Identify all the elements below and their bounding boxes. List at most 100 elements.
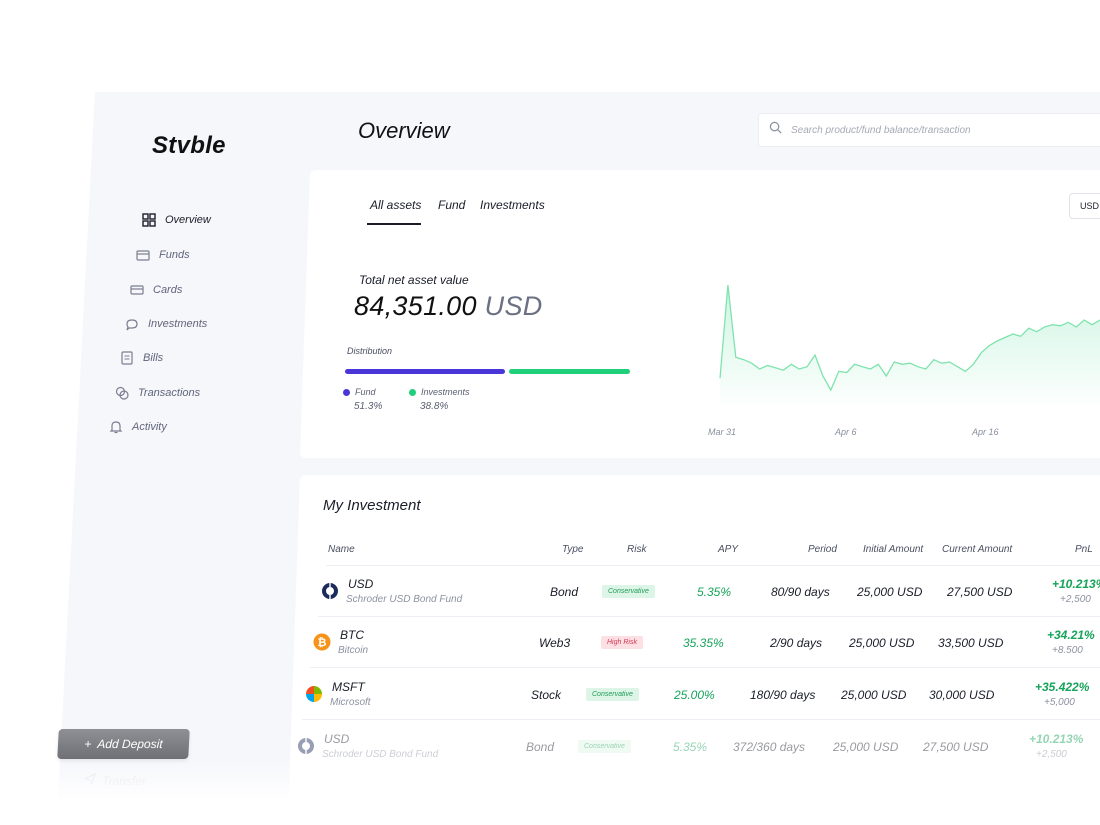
sidebar-item-funds[interactable]: Funds [136, 248, 190, 262]
microsoft-icon [305, 685, 323, 703]
row-pnl-amount: +2,500 [1060, 594, 1091, 605]
row-period: 372/360 days [733, 740, 806, 754]
bill-icon [120, 351, 134, 365]
sidebar-item-investments[interactable]: Investments [125, 317, 207, 331]
row-pnl-amount: +5,000 [1044, 697, 1075, 708]
coins-icon [115, 386, 129, 400]
add-deposit-button[interactable]: + Add Deposit [57, 729, 190, 759]
svg-text:₿: ₿ [318, 636, 327, 649]
row-pnl: +34.21% [1047, 628, 1095, 642]
tab-investments[interactable]: Investments [480, 198, 545, 212]
bell-icon [109, 420, 123, 434]
row-name: USD [348, 577, 374, 591]
sidebar-item-label: Funds [159, 249, 190, 261]
send-icon [83, 772, 97, 788]
sidebar-item-overview[interactable]: Overview [142, 213, 211, 227]
sidebar-item-label: Investments [148, 318, 208, 330]
currency-select[interactable]: USD [1069, 193, 1100, 219]
column-header-current: Current Amount [942, 544, 1013, 555]
row-pnl-amount: +2,500 [1036, 749, 1067, 760]
row-type: Web3 [539, 636, 571, 650]
x-tick-apr-6: Apr 6 [834, 427, 857, 437]
column-header-name: Name [328, 544, 355, 555]
row-pnl: +10.213% [1052, 577, 1100, 591]
legend-fund-name: Fund [355, 387, 376, 397]
active-tab-indicator [367, 223, 421, 225]
row-name: BTC [340, 628, 364, 642]
column-header-period: Period [808, 544, 837, 555]
risk-badge: Conservative [578, 740, 631, 753]
search-input[interactable] [791, 124, 1091, 136]
row-divider [302, 719, 1100, 720]
row-type: Bond [526, 740, 555, 754]
plus-icon: + [83, 737, 92, 751]
net-asset-value: 84,351.00 USD [354, 291, 543, 322]
row-apy: 5.35% [673, 740, 708, 754]
legend-dot-fund [343, 389, 350, 396]
investment-card [287, 475, 1100, 825]
card-icon [130, 283, 144, 297]
tab-all-assets[interactable]: All assets [370, 198, 422, 212]
column-header-initial: Initial Amount [863, 544, 924, 555]
row-current: 27,500 USD [923, 740, 989, 754]
distribution-label: Distribution [347, 346, 393, 356]
distribution-bar-fund [345, 369, 505, 374]
add-deposit-label: Add Deposit [96, 737, 164, 751]
brand-logo: Stvble [152, 132, 226, 159]
legend-fund-percent: 51.3% [354, 401, 383, 412]
risk-badge: Conservative [602, 585, 655, 598]
wallet-icon [136, 248, 150, 262]
row-apy: 25.00% [674, 688, 715, 702]
row-period: 80/90 days [771, 585, 830, 599]
tab-fund[interactable]: Fund [438, 198, 466, 212]
row-period: 2/90 days [770, 636, 823, 650]
legend-investments-percent: 38.8% [420, 401, 449, 412]
row-initial: 25,000 USD [833, 740, 899, 754]
legend-investments: Investments 38.8% [409, 387, 470, 412]
row-divider [310, 667, 1100, 668]
row-type: Stock [531, 688, 562, 702]
column-header-pnl: PnL [1075, 544, 1093, 555]
sidebar-item-label: Transactions [138, 387, 201, 399]
transfer-label: Transfer [102, 773, 146, 788]
row-subtitle: Bitcoin [338, 645, 369, 656]
net-asset-label: Total net asset value [359, 273, 469, 287]
row-apy: 35.35% [683, 636, 724, 650]
usd-fund-icon [321, 582, 339, 600]
row-initial: 25,000 USD [841, 688, 907, 702]
search-bar[interactable] [758, 113, 1100, 147]
row-initial: 25,000 USD [849, 636, 915, 650]
sidebar-item-bills[interactable]: Bills [120, 351, 163, 365]
legend-fund: Fund 51.3% [343, 387, 382, 412]
usd-fund-icon [297, 737, 315, 755]
row-initial: 25,000 USD [857, 585, 923, 599]
row-pnl-amount: +8.500 [1052, 645, 1083, 656]
sidebar-item-label: Cards [153, 284, 183, 296]
transfer-button[interactable]: Transfer [83, 772, 146, 788]
row-apy: 5.35% [697, 585, 732, 599]
risk-badge: High Risk [601, 636, 643, 649]
x-tick-apr-16: Apr 16 [971, 427, 999, 437]
legend-dot-investments [409, 389, 416, 396]
row-subtitle: Schroder USD Bond Fund [322, 749, 439, 760]
row-subtitle: Schroder USD Bond Fund [346, 594, 463, 605]
net-asset-unit: USD [484, 291, 543, 321]
sidebar-item-activity[interactable]: Activity [109, 420, 167, 434]
page-title: Overview [358, 118, 450, 143]
sidebar-item-label: Activity [132, 421, 167, 433]
grid-icon [142, 213, 156, 227]
row-divider [326, 565, 1100, 566]
sidebar-item-label: Bills [143, 352, 164, 364]
row-period: 180/90 days [750, 688, 816, 702]
row-subtitle: Microsoft [330, 697, 371, 708]
row-pnl: +35.422% [1035, 680, 1090, 694]
row-pnl: +10.213% [1029, 732, 1084, 746]
risk-badge: Conservative [586, 688, 639, 701]
sidebar-item-cards[interactable]: Cards [130, 283, 182, 297]
search-icon [769, 121, 782, 139]
legend-investments-name: Investments [421, 387, 470, 397]
row-current: 27,500 USD [947, 585, 1013, 599]
sidebar-item-transactions[interactable]: Transactions [115, 386, 200, 400]
row-type: Bond [550, 585, 579, 599]
